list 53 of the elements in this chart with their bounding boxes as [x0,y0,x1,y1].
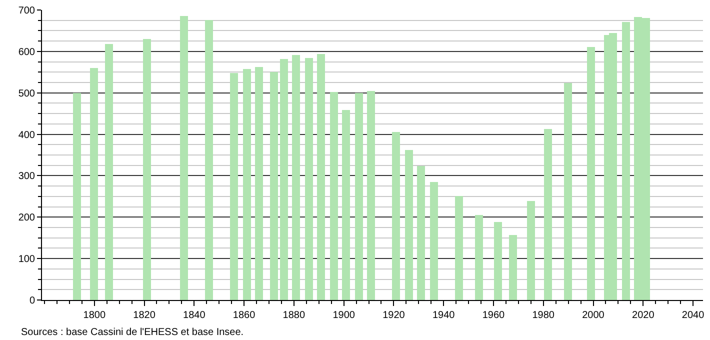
x-tick-label: 1840 [183,310,206,321]
bar [587,47,595,300]
bar [305,58,313,300]
x-tick-label: 1900 [332,310,356,321]
y-tick-label: 500 [18,88,36,100]
y-tick-label: 700 [18,6,36,16]
x-tick-label: 1960 [482,310,506,321]
y-tick-label: 200 [18,212,36,224]
bar [243,69,251,300]
bar [544,129,552,300]
bar [230,73,238,300]
x-tick-label: 1860 [232,310,256,321]
bar [143,39,151,300]
bar [270,72,278,300]
bar [509,235,517,300]
bar [205,20,213,300]
y-tick-label: 0 [29,296,36,306]
bar [367,91,375,300]
bar [180,16,188,300]
bar [355,93,363,300]
y-tick-label: 400 [18,130,36,141]
x-tick-label: 1820 [133,310,156,321]
bar [475,215,483,300]
y-tick-label: 100 [18,254,36,266]
x-tick-label: 1800 [83,310,106,321]
bar [280,59,288,300]
x-tick-label: 2020 [632,310,655,321]
bar [405,150,413,300]
bar [105,44,113,300]
bar [494,222,502,300]
bar [430,182,438,300]
bar [342,110,350,300]
bar [292,55,300,300]
bar [417,166,425,300]
bar [255,67,263,300]
x-tick-label: 1980 [532,310,555,321]
bar [622,22,630,300]
bar [455,196,463,300]
y-tick-label: 300 [18,171,36,182]
bar [527,201,535,300]
bar [392,132,400,300]
x-tick-label: 2000 [582,310,605,321]
source-note: Sources : base Cassini de l'EHESS et base Insee. [21,327,244,338]
bar [564,83,572,300]
y-tick-label: 600 [18,46,36,58]
bar [330,92,338,300]
x-tick-label: 2040 [682,310,705,321]
x-tick-label: 1940 [432,310,456,321]
bar [317,54,325,300]
bar [90,68,98,300]
x-tick-label: 1920 [382,310,406,321]
bar [73,93,81,300]
x-tick-label: 1880 [282,310,306,321]
